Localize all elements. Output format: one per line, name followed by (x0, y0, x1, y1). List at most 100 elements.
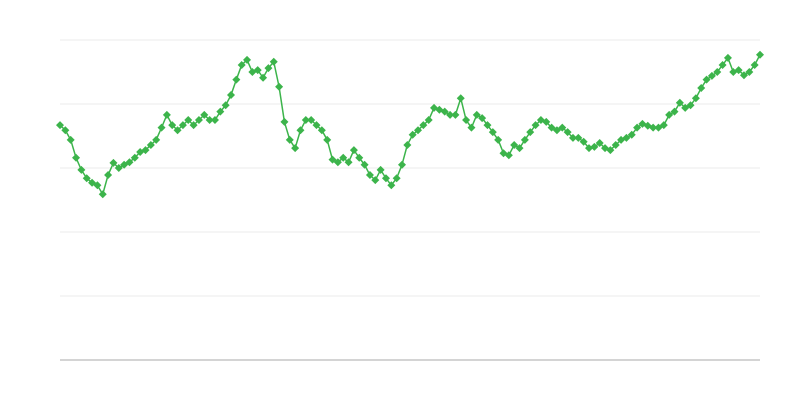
data-point (114, 164, 123, 172)
data-point (243, 55, 252, 64)
data-point (285, 135, 294, 144)
data-point (515, 144, 524, 153)
data-point (184, 116, 193, 124)
data-point (419, 121, 428, 130)
data-point (109, 158, 118, 167)
data-point (675, 98, 684, 107)
data-point (226, 91, 235, 100)
data-point (633, 123, 642, 132)
data-point (253, 66, 262, 75)
data-point (344, 158, 353, 167)
data-point (446, 110, 455, 119)
data-point (504, 151, 513, 160)
data-point (451, 110, 460, 119)
data-point (649, 123, 658, 132)
data-point (173, 126, 182, 135)
data-point (157, 123, 166, 132)
data-point (622, 133, 631, 142)
data-point (323, 135, 332, 144)
data-point (141, 146, 150, 155)
data-point (125, 158, 134, 167)
data-point (414, 126, 423, 135)
data-point (397, 160, 406, 169)
data-point (563, 128, 572, 137)
data-point (568, 133, 577, 142)
data-point (56, 121, 64, 130)
data-point (723, 53, 732, 62)
data-point (248, 68, 257, 76)
data-point (510, 140, 519, 149)
data-point (579, 137, 588, 146)
data-point (440, 107, 449, 116)
data-point (739, 71, 748, 80)
data-point (82, 174, 91, 183)
data-point (216, 107, 225, 116)
data-point (130, 153, 139, 162)
data-point (542, 117, 551, 126)
data-point (686, 101, 695, 110)
data-point (280, 117, 289, 126)
data-point (381, 174, 390, 183)
data-point (376, 165, 385, 174)
data-point (200, 110, 209, 119)
data-point (392, 174, 401, 183)
data-point (237, 60, 246, 69)
data-point (483, 121, 492, 130)
data-point (745, 68, 754, 76)
data-point (408, 130, 417, 139)
data-point (462, 116, 471, 124)
data-point (590, 142, 599, 151)
data-point (291, 144, 300, 153)
data-point (456, 94, 465, 103)
data-point (355, 153, 364, 162)
data-point (611, 140, 620, 149)
data-point (301, 116, 310, 124)
data-point (478, 114, 487, 123)
data-point (467, 123, 476, 132)
data-point (232, 75, 241, 84)
data-point (339, 153, 348, 162)
data-point (691, 94, 700, 103)
data-point (210, 116, 219, 124)
data-point (520, 135, 529, 144)
data-point (403, 140, 412, 149)
data-point (365, 171, 374, 180)
data-point (665, 110, 674, 119)
data-point (472, 110, 481, 119)
data-point (205, 116, 214, 124)
data-point (697, 84, 706, 92)
data-point (488, 128, 497, 137)
data-point (606, 146, 615, 155)
data-point (264, 64, 273, 73)
data-point (526, 128, 535, 137)
data-point (371, 176, 380, 185)
data-point (670, 107, 679, 116)
data-point (77, 165, 86, 174)
data-point (178, 121, 187, 130)
data-point (317, 126, 326, 135)
data-point (595, 139, 604, 148)
data-point (307, 116, 316, 124)
data-point (713, 68, 722, 76)
data-point (349, 146, 358, 155)
data-point (750, 60, 759, 69)
data-point (162, 110, 171, 119)
data-point (659, 121, 668, 130)
data-point (194, 116, 203, 124)
data-point (494, 135, 503, 144)
data-point (312, 121, 321, 130)
data-point (756, 50, 764, 59)
data-point (627, 130, 636, 139)
data-point (707, 71, 716, 80)
data-point (360, 160, 369, 169)
data-point (275, 82, 284, 91)
data-point (296, 126, 305, 135)
data-point (574, 133, 583, 142)
data-point (387, 181, 396, 190)
data-point (93, 181, 102, 190)
data-point (72, 153, 81, 162)
data-point (269, 57, 278, 66)
data-point (702, 75, 711, 84)
data-point (168, 121, 177, 130)
